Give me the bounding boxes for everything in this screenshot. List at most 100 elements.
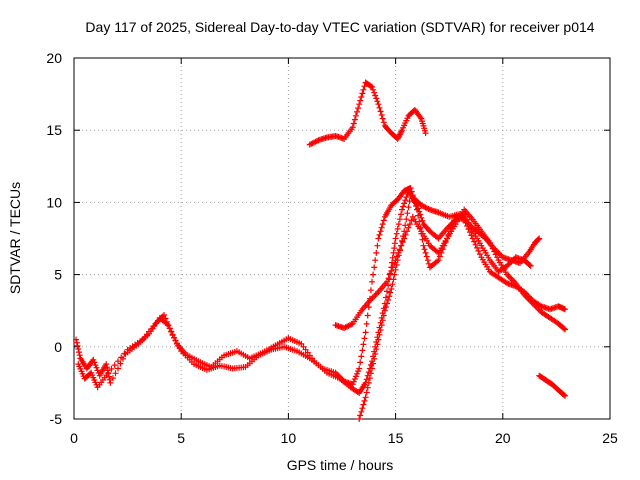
- data-point-marker: [350, 120, 357, 127]
- data-point-marker: [399, 237, 405, 244]
- series-track-b: [75, 185, 568, 391]
- data-point-marker: [395, 221, 402, 228]
- data-point-marker: [363, 389, 370, 396]
- data-point-marker: [370, 86, 377, 93]
- data-point-marker: [392, 266, 399, 273]
- data-point-marker: [408, 217, 415, 224]
- data-point-marker: [103, 361, 110, 368]
- data-point-marker: [364, 312, 371, 319]
- data-point-marker: [560, 325, 567, 332]
- data-point-marker: [384, 278, 390, 285]
- data-point-marker: [93, 364, 100, 371]
- data-point-marker: [371, 355, 378, 362]
- x-tick-label: 0: [70, 430, 78, 446]
- data-point-marker: [112, 370, 119, 377]
- data-point-marker: [369, 278, 375, 285]
- data-point-marker: [373, 95, 380, 102]
- data-point-marker: [414, 202, 420, 209]
- data-point-marker: [162, 315, 169, 322]
- data-point-marker: [405, 204, 412, 211]
- data-point-marker: [472, 241, 479, 248]
- data-point-marker: [415, 205, 422, 212]
- data-point-marker: [393, 262, 400, 268]
- x-tick-label: 25: [602, 430, 618, 446]
- data-point-marker: [377, 327, 384, 333]
- data-point-marker: [373, 346, 380, 353]
- data-point-marker: [351, 116, 358, 123]
- data-point-marker: [360, 86, 367, 93]
- data-point-marker: [372, 351, 379, 357]
- data-point-marker: [358, 408, 365, 415]
- data-point-marker: [108, 365, 115, 372]
- data-point-marker: [75, 346, 82, 352]
- data-point-marker: [387, 289, 394, 296]
- data-point-marker: [384, 288, 390, 295]
- data-point-marker: [391, 271, 398, 278]
- data-point-marker: [359, 90, 366, 97]
- data-point-marker: [118, 354, 125, 361]
- data-point-marker: [74, 342, 81, 349]
- series-track-c: [332, 206, 568, 333]
- data-point-marker: [379, 317, 386, 324]
- data-point-marker: [349, 124, 356, 131]
- data-point-marker: [379, 221, 386, 228]
- data-point-marker: [378, 322, 385, 329]
- data-point-marker: [404, 210, 411, 217]
- data-point-marker: [367, 83, 374, 90]
- data-point-marker: [357, 359, 364, 366]
- data-point-marker: [365, 379, 372, 386]
- data-point-marker: [476, 251, 483, 258]
- y-tick-label: 15: [46, 122, 62, 138]
- data-point-marker: [374, 242, 381, 249]
- data-point-marker: [388, 268, 395, 274]
- data-point-marker: [380, 217, 387, 224]
- data-point-marker: [165, 322, 172, 329]
- data-point-marker: [527, 262, 534, 269]
- data-point-marker: [379, 115, 386, 122]
- data-point-marker: [536, 235, 543, 242]
- data-point-marker: [366, 375, 373, 382]
- data-point-marker: [354, 108, 360, 115]
- data-point-marker: [374, 98, 381, 105]
- plot-frame: [73, 57, 611, 420]
- data-point-marker: [390, 276, 397, 283]
- y-tick-label: 10: [46, 194, 62, 210]
- data-point-marker: [376, 104, 383, 111]
- data-series: [73, 79, 568, 422]
- data-point-marker: [375, 101, 382, 108]
- data-point-marker: [73, 339, 80, 346]
- data-point-marker: [380, 312, 387, 319]
- data-point-marker: [378, 224, 385, 231]
- data-point-marker: [384, 300, 390, 307]
- data-point-marker: [378, 112, 385, 118]
- data-point-marker: [374, 341, 381, 348]
- data-point-marker: [121, 350, 128, 357]
- data-point-marker: [354, 370, 360, 377]
- data-point-marker: [355, 105, 362, 112]
- data-point-marker: [435, 257, 442, 264]
- data-point-marker: [360, 341, 367, 348]
- data-point-marker: [369, 83, 375, 90]
- data-point-marker: [363, 320, 370, 327]
- data-point-marker: [562, 392, 568, 399]
- y-axis-label: SDTVAR / TECUs: [7, 182, 23, 294]
- data-point-marker: [475, 248, 482, 254]
- data-point-marker: [388, 286, 395, 292]
- data-point-marker: [401, 228, 408, 235]
- data-point-marker: [422, 249, 429, 256]
- data-point-marker: [358, 94, 365, 100]
- data-point-marker: [166, 325, 173, 332]
- data-point-marker: [419, 236, 426, 243]
- data-point-marker: [372, 92, 379, 99]
- data-point-marker: [562, 326, 568, 333]
- data-point-marker: [376, 231, 383, 238]
- data-point-marker: [377, 228, 384, 235]
- data-point-marker: [383, 304, 389, 311]
- data-point-marker: [111, 362, 118, 369]
- data-point-marker: [418, 214, 425, 221]
- data-point-marker: [380, 119, 387, 126]
- data-point-marker: [398, 242, 404, 249]
- data-point-marker: [76, 349, 82, 356]
- data-point-marker: [376, 331, 383, 338]
- data-point-marker: [350, 378, 357, 385]
